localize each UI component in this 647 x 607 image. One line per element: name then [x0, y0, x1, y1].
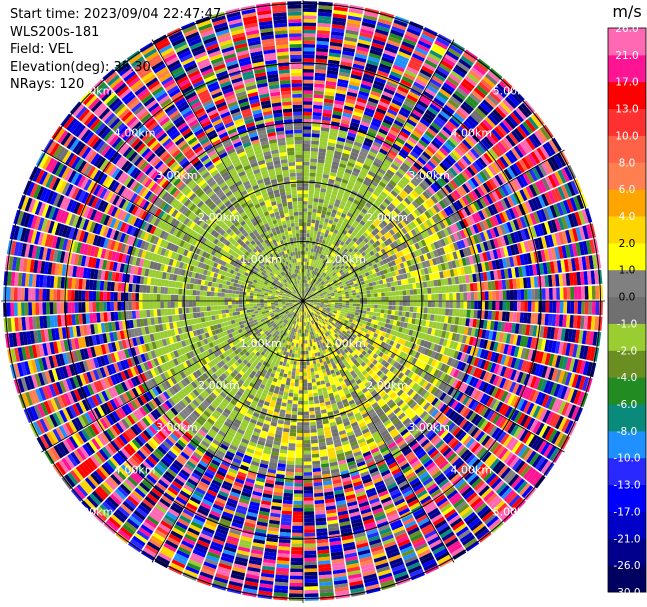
radar-ppi-figure: 1.00km 1.00km 1.00km 1.00km 2.00km 2.00km 2.00… — [0, 0, 647, 607]
